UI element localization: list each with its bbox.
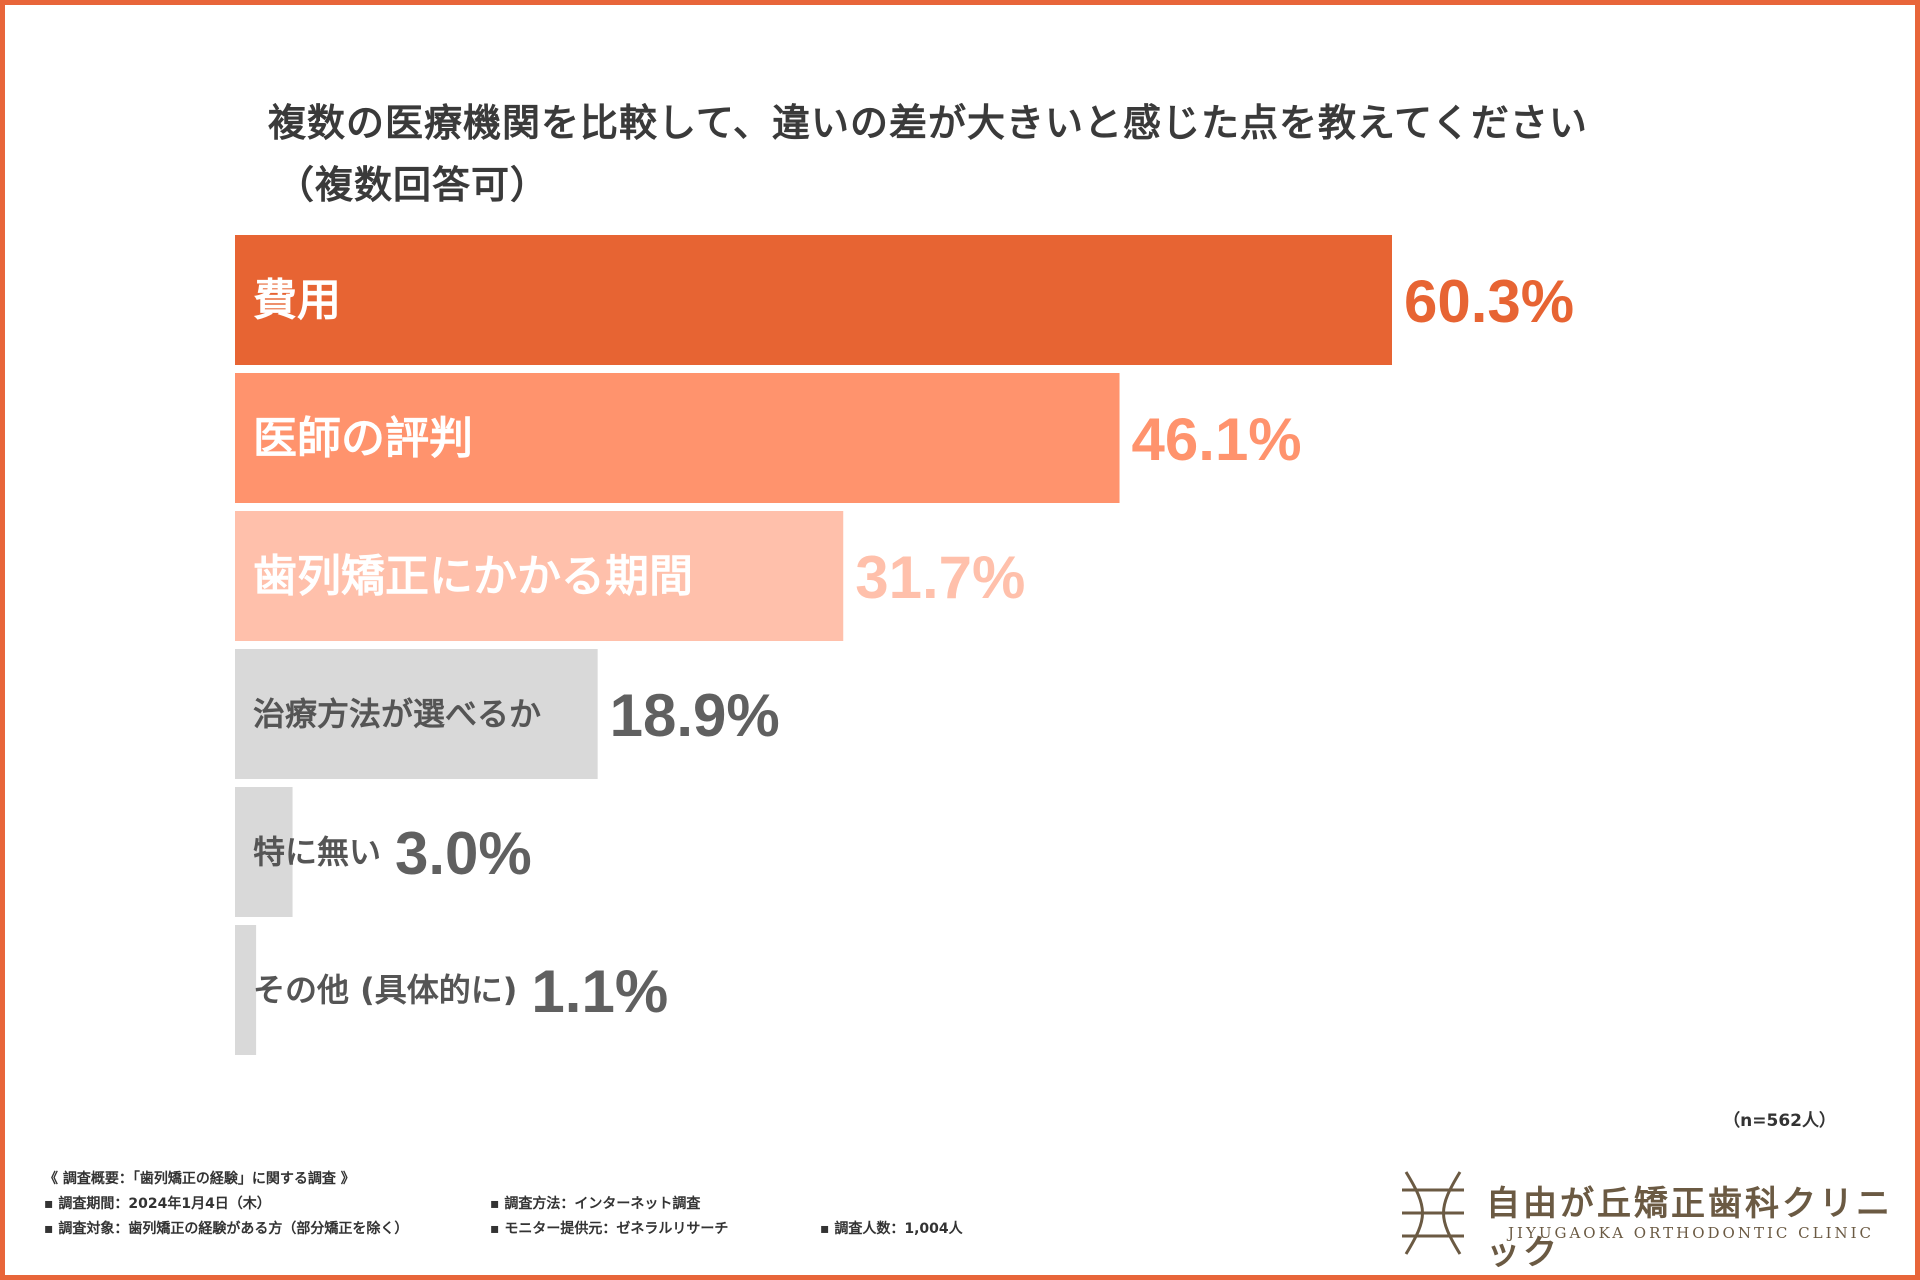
value-label-6: 1.1% bbox=[531, 958, 668, 1025]
category-label-4: 治療方法が選べるか bbox=[253, 695, 541, 733]
value-label-3: 31.7% bbox=[855, 544, 1025, 611]
category-label-6: その他 (具体的に) bbox=[253, 971, 517, 1009]
category-label-3: 歯列矯正にかかる期間 bbox=[253, 551, 693, 602]
sample-size-note: （n=562人） bbox=[1723, 1111, 1836, 1131]
value-label-2: 46.1% bbox=[1132, 406, 1302, 473]
value-label-5: 3.0% bbox=[395, 820, 532, 887]
category-label-1: 費用 bbox=[253, 275, 341, 326]
category-label-5: 特に無い bbox=[253, 833, 381, 871]
survey-overview: 《 調査概要：「歯列矯正の経験」に関する調査 》 ▪ 調査期間：2024年1月4… bbox=[44, 1167, 963, 1242]
survey-period: ▪ 調査期間：2024年1月4日（木） bbox=[44, 1196, 271, 1212]
value-label-4: 18.9% bbox=[610, 682, 780, 749]
clinic-name-jp: 自由が丘矯正歯科クリニック bbox=[1486, 1184, 1893, 1273]
clinic-name-en: JIYUGAOKA ORTHODONTIC CLINIC bbox=[1508, 1224, 1875, 1242]
bar-4 bbox=[235, 649, 598, 779]
survey-heading: 《 調査概要：「歯列矯正の経験」に関する調査 》 bbox=[44, 1171, 355, 1187]
bar-1 bbox=[235, 235, 1392, 365]
bar-6 bbox=[235, 925, 257, 1055]
clinic-logo-mark-icon bbox=[1402, 1171, 1464, 1255]
bar-3 bbox=[235, 511, 844, 641]
bar-2 bbox=[235, 373, 1120, 503]
bar-5 bbox=[235, 787, 293, 917]
chart-title: 複数の医療機関を比較して、違いの差が大きいと感じた点を教えてください bbox=[268, 101, 1588, 145]
survey-provider: ▪ モニター提供元：ゼネラルリサーチ bbox=[490, 1221, 729, 1237]
chart-title-block: 複数の医療機関を比較して、違いの差が大きいと感じた点を教えてください （複数回答… bbox=[268, 92, 1588, 216]
survey-count: ▪ 調査人数：1,004人 bbox=[820, 1221, 963, 1237]
clinic-logo: 自由が丘矯正歯科クリニック JIYUGAOKA ORTHODONTIC CLIN… bbox=[1398, 1168, 1898, 1273]
category-label-2: 医師の評判 bbox=[253, 413, 473, 464]
survey-method: ▪ 調査方法：インターネット調査 bbox=[490, 1196, 701, 1212]
value-label-1: 60.3% bbox=[1404, 268, 1574, 335]
chart-subtitle: （複数回答可） bbox=[276, 163, 550, 207]
survey-target: ▪ 調査対象：歯列矯正の経験がある方（部分矯正を除く） bbox=[44, 1221, 409, 1237]
